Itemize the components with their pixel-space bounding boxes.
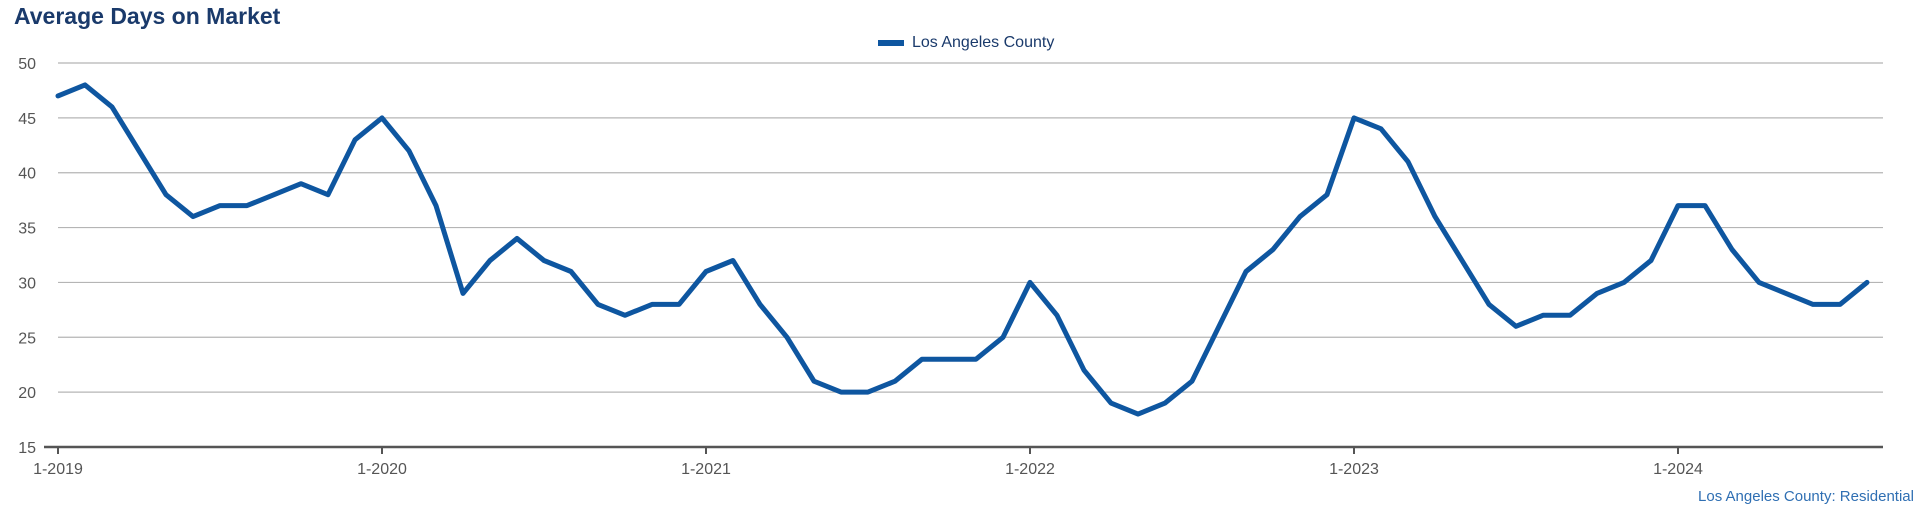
series-line <box>55 82 1870 417</box>
y-tick-label: 50 <box>18 56 36 73</box>
footer-note: Los Angeles County: Residential <box>1698 488 1914 505</box>
y-tick-label: 25 <box>18 330 36 347</box>
x-tick-label: 1-2021 <box>681 461 731 478</box>
y-tick-label: 20 <box>18 385 36 402</box>
y-tick-label: 35 <box>18 221 36 238</box>
x-tick-label: 1-2020 <box>357 461 407 478</box>
y-tick-label: 40 <box>18 166 36 183</box>
x-tick-label: 1-2019 <box>33 461 83 478</box>
legend: Los Angeles County <box>878 34 1054 52</box>
legend-swatch <box>878 40 904 46</box>
legend-label: Los Angeles County <box>912 34 1055 51</box>
y-tick-label: 45 <box>18 111 36 128</box>
y-tick-label: 30 <box>18 275 36 292</box>
x-tick-label: 1-2024 <box>1653 461 1703 478</box>
y-tick-label: 15 <box>18 440 36 457</box>
chart-title: Average Days on Market <box>14 3 281 29</box>
x-tick-label: 1-2023 <box>1329 461 1379 478</box>
x-tick-label: 1-2022 <box>1005 461 1055 478</box>
